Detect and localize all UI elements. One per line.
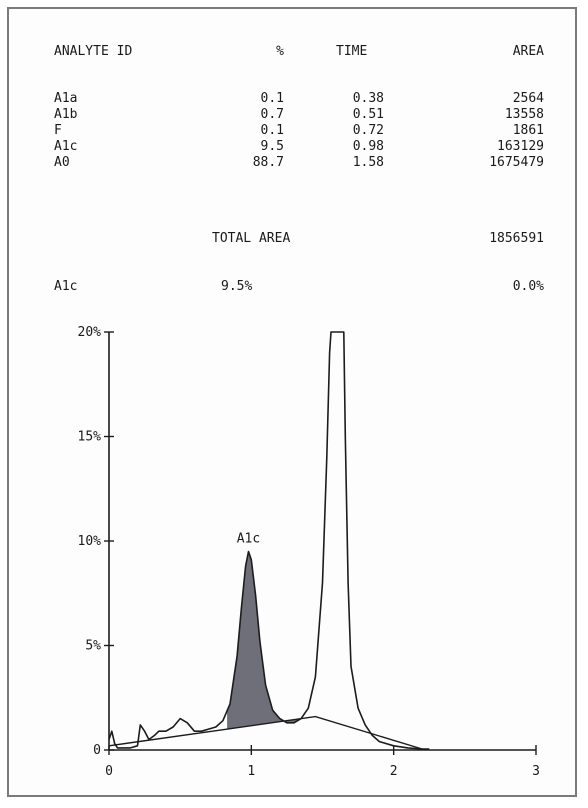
row-time: 1.58: [352, 155, 384, 170]
row-area: 163129: [497, 139, 544, 154]
chromatogram-trace: [108, 331, 430, 750]
total-area-value: 1856591: [489, 231, 544, 246]
row-percent: 0.1: [260, 91, 284, 106]
peak-label-a1c: A1c: [237, 531, 260, 546]
summary-extra: 0.0%: [512, 279, 544, 294]
row-time: 0.98: [352, 139, 384, 154]
y-tick-label: 5%: [85, 639, 101, 654]
row-percent: 0.1: [260, 123, 284, 138]
row-time: 0.38: [352, 91, 384, 106]
x-tick-label: 1: [247, 764, 255, 779]
table-row: A0 88.7 1.58 1675479: [9, 155, 575, 171]
header-time: TIME: [336, 44, 368, 59]
table-row: A1c 9.5 0.98 163129: [9, 139, 575, 155]
row-time: 0.72: [352, 123, 384, 138]
total-area-label: TOTAL AREA: [212, 231, 291, 246]
row-percent: 88.7: [252, 155, 284, 170]
row-time: 0.51: [352, 107, 384, 122]
chromatogram-chart: 0 5% 10% 15% 20% 0 1 2 3 A1c: [78, 325, 540, 779]
row-id: A1b: [54, 107, 78, 122]
summary-percent: 9.5%: [221, 279, 253, 294]
y-tick-label: 15%: [78, 430, 102, 445]
x-tick-label: 3: [532, 764, 540, 779]
table-row: A1b 0.7 0.51 13558: [9, 107, 575, 123]
row-id: F: [54, 123, 62, 138]
y-tick-label: 10%: [78, 534, 102, 549]
row-percent: 0.7: [260, 107, 284, 122]
y-tick-label: 20%: [78, 325, 102, 340]
x-tick-label: 0: [105, 764, 113, 779]
report-page: ANALYTE ID % TIME AREA A1a 0.1 0.38 2564…: [7, 7, 577, 797]
baseline-line: [108, 715, 423, 750]
header-area: AREA: [512, 44, 544, 59]
y-tick-label: 0: [93, 743, 101, 758]
row-id: A1a: [54, 91, 78, 106]
header-analyte-id: ANALYTE ID: [54, 44, 133, 59]
summary-id: A1c: [54, 279, 78, 294]
row-percent: 9.5: [260, 139, 284, 154]
table-row: A1a 0.1 0.38 2564: [9, 91, 575, 107]
table-row: F 0.1 0.72 1861: [9, 123, 575, 139]
row-area: 2564: [512, 91, 544, 106]
x-tick-label: 2: [390, 764, 398, 779]
header-percent: %: [276, 44, 284, 59]
row-id: A1c: [54, 139, 78, 154]
row-area: 1675479: [489, 155, 544, 170]
row-id: A0: [54, 155, 70, 170]
row-area: 13558: [504, 107, 544, 122]
shaded-peak-area: [227, 551, 299, 730]
row-area: 1861: [512, 123, 544, 138]
